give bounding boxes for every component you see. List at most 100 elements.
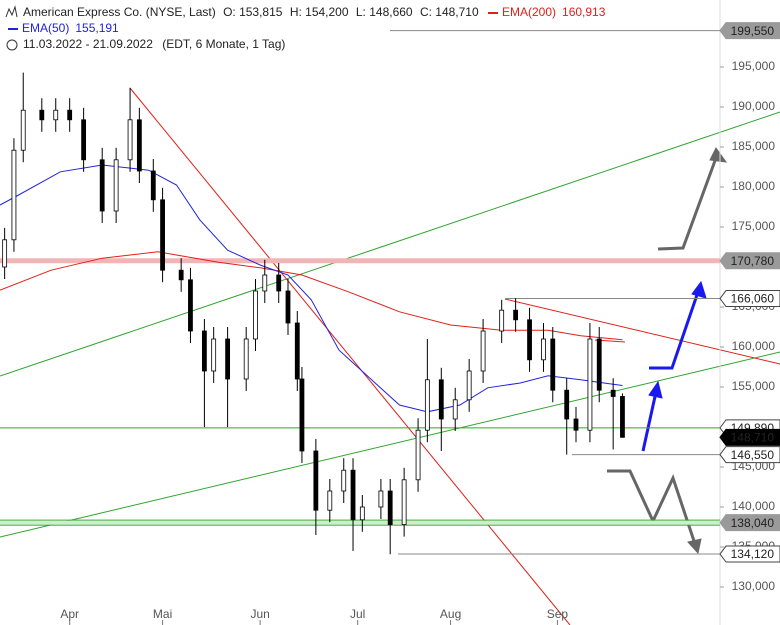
arrow-head	[691, 280, 707, 299]
candle-body	[480, 330, 486, 372]
price-label-box	[719, 290, 780, 308]
chart-title: American Express Co. (NYSE, Last)	[23, 5, 216, 19]
header: American Express Co. (NYSE, Last) O: 153…	[5, 5, 479, 51]
y-tick-label: 140,000	[732, 499, 776, 513]
ohlc-value: C: 148,710	[420, 5, 479, 19]
candle-body	[350, 469, 356, 521]
price-label: 138,040	[731, 516, 775, 530]
candle-body	[313, 450, 319, 511]
price-label: 146,550	[731, 448, 775, 462]
arrow	[649, 291, 700, 370]
candle-body	[378, 490, 384, 508]
candle-body	[596, 338, 602, 391]
arrow	[641, 391, 658, 452]
candle-body	[201, 330, 207, 372]
candle-body	[262, 274, 268, 292]
candle-body	[499, 309, 505, 332]
candle-body	[401, 479, 407, 525]
price-label: 199,550	[731, 24, 775, 38]
y-tick-label: 190,000	[732, 99, 776, 113]
trend-line	[129, 87, 571, 625]
legend-name: EMA(200)	[502, 5, 556, 19]
level-band	[0, 520, 720, 525]
legend-name: EMA(50)	[22, 21, 69, 35]
candle-body	[452, 399, 458, 420]
candle-body	[550, 338, 556, 391]
candle-body	[20, 109, 26, 151]
ohlc-value: L: 148,660	[356, 5, 413, 19]
candle-body	[527, 319, 532, 361]
candle-body	[573, 418, 579, 431]
candle-body	[564, 389, 570, 420]
x-tick-label: Aug	[440, 607, 461, 621]
candle-body	[127, 119, 133, 161]
candles	[2, 72, 625, 555]
candle-body	[150, 170, 156, 201]
candle-body	[113, 159, 119, 212]
price-label: 170,780	[731, 254, 775, 268]
candle-body	[2, 239, 8, 268]
legend-entry: EMA(200) 160,913	[502, 5, 606, 19]
y-tick-label: 130,000	[732, 579, 776, 593]
y-tick-label: 155,000	[732, 379, 776, 393]
candle-body	[81, 119, 87, 161]
candle-body	[188, 279, 193, 332]
candle-body	[513, 309, 519, 321]
candle-body	[67, 109, 73, 121]
y-tick-label: 180,000	[732, 179, 776, 193]
candle-body	[253, 290, 258, 340]
candle-body	[99, 159, 105, 212]
x-tick-label: Apr	[60, 607, 79, 621]
price-label-box	[719, 428, 780, 446]
candle-body	[294, 322, 300, 380]
date-note: (EDT, 6 Monate, 1 Tag)	[162, 37, 285, 51]
candle-body	[243, 338, 249, 380]
candle-body	[415, 429, 421, 481]
ema-line	[0, 164, 623, 413]
ema-line	[0, 251, 623, 341]
candle-body	[541, 338, 546, 361]
price-label-box	[719, 252, 780, 270]
clock-icon	[6, 39, 18, 51]
candle-body	[136, 119, 142, 172]
plot-layers	[0, 87, 780, 625]
header-line: American Express Co. (NYSE, Last) O: 153…	[23, 5, 479, 19]
arrow	[657, 157, 718, 251]
arrow-head	[709, 147, 728, 163]
scenario-arrows	[607, 147, 728, 555]
x-tick-label: Jun	[250, 607, 269, 621]
candle-body	[466, 370, 472, 401]
candle-body	[359, 506, 365, 521]
candle-body	[225, 338, 231, 380]
y-tick-label: 175,000	[732, 219, 776, 233]
candle-body	[285, 290, 291, 324]
ohlc-value: H: 154,200	[290, 5, 349, 19]
arrow-head	[648, 380, 663, 399]
candle-body	[620, 396, 625, 438]
candle-body	[387, 490, 393, 525]
arrow-head	[687, 538, 702, 555]
price-label: 148,710	[731, 430, 775, 444]
trend-line	[504, 298, 780, 365]
trend-line	[0, 111, 780, 377]
arrow	[607, 469, 697, 545]
x-tick-label: Sep	[547, 607, 569, 621]
candle-body	[438, 379, 444, 420]
price-label-box	[719, 514, 780, 532]
date-line: 11.03.2022 - 21.09.2022 (EDT, 6 Monate, …	[23, 37, 285, 51]
candle-body	[424, 379, 430, 431]
legend-value: 155,191	[75, 21, 119, 35]
price-label: 134,120	[731, 547, 775, 561]
legend-value: 160,913	[562, 5, 606, 19]
chart-icon	[5, 5, 18, 18]
x-tick-label: Jul	[350, 607, 365, 621]
price-label: 166,060	[731, 292, 775, 306]
ohlc-value: O: 153,815	[223, 5, 283, 19]
candle-body	[610, 389, 616, 397]
candle-body	[53, 109, 59, 121]
y-tick-label: 195,000	[732, 59, 776, 73]
x-tick-label: Mai	[153, 607, 172, 621]
candle-body	[276, 274, 282, 292]
candle-body	[39, 109, 45, 121]
